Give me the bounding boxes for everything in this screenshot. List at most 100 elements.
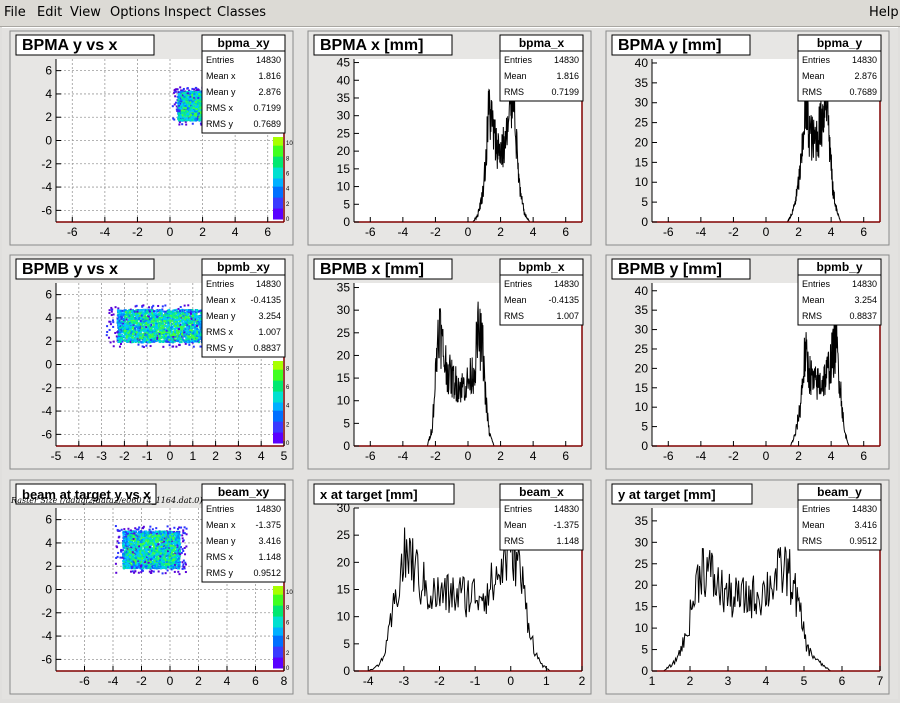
heatmap-cell — [140, 317, 142, 319]
heatmap-cell — [128, 317, 130, 319]
y-tick-label: -4 — [41, 180, 52, 194]
x-tick-label: -6 — [365, 225, 376, 239]
heatmap-cell — [142, 335, 144, 337]
x-tick-label: 6 — [860, 225, 867, 239]
y-tick-label: 15 — [635, 155, 649, 169]
heatmap-cell — [194, 331, 196, 333]
heatmap-cell — [198, 110, 200, 112]
heatmap-cell — [123, 318, 125, 320]
heatmap-cell — [124, 333, 126, 335]
menu-file[interactable]: File — [4, 5, 26, 20]
y-tick-label: 35 — [337, 91, 351, 105]
y-tick-label: 40 — [635, 56, 649, 70]
heatmap-cell — [156, 309, 158, 311]
x-tick-label: 4 — [232, 225, 239, 239]
heatmap-cell — [149, 329, 151, 331]
heatmap-cell — [122, 314, 124, 316]
x-tick-label: 2 — [497, 225, 504, 239]
heatmap-cell — [109, 309, 111, 311]
heatmap-cell — [174, 89, 176, 91]
heatmap-cell — [156, 316, 158, 318]
heatmap-cell — [179, 110, 181, 112]
heatmap-cell — [138, 312, 140, 314]
heatmap-cell — [159, 318, 161, 320]
menu-edit[interactable]: Edit — [37, 5, 62, 20]
heatmap-cell — [144, 320, 146, 322]
menu-help[interactable]: Help — [869, 5, 899, 20]
heatmap-cell — [108, 321, 110, 323]
z-palette-step — [273, 137, 283, 140]
heatmap-cell — [164, 304, 166, 306]
stats-key: RMS — [802, 87, 822, 97]
stats-value: 0.7199 — [253, 103, 281, 113]
heatmap-cell — [172, 313, 174, 315]
menu-options[interactable]: Options — [110, 5, 160, 20]
heatmap-cell — [150, 345, 152, 347]
menu-classes[interactable]: Classes — [217, 5, 266, 20]
heatmap-cell — [121, 317, 123, 319]
heatmap-cell — [180, 108, 182, 110]
heatmap-cell — [168, 334, 170, 336]
heatmap-cell — [144, 311, 146, 313]
heatmap-cell — [199, 119, 201, 121]
heatmap-cell — [197, 97, 199, 99]
heatmap-cell — [178, 319, 180, 321]
heatmap-cell — [187, 115, 189, 117]
heatmap-cell — [129, 341, 131, 343]
menu-view[interactable]: View — [70, 5, 101, 20]
heatmap-cell — [140, 309, 142, 311]
heatmap-cell — [193, 346, 195, 348]
heatmap-cell — [193, 116, 195, 118]
heatmap-cell — [192, 336, 194, 338]
y-tick-label: 25 — [635, 116, 649, 130]
heatmap-cell — [140, 324, 142, 326]
heatmap-cell — [183, 107, 185, 109]
heatmap-cell — [108, 312, 110, 314]
heatmap-cell — [196, 94, 198, 96]
heatmap-cell — [156, 327, 158, 329]
heatmap-cell — [161, 332, 163, 334]
heatmap-cell — [126, 327, 128, 329]
heatmap-cell — [190, 318, 192, 320]
heatmap-cell — [136, 305, 138, 307]
heatmap-cell — [164, 311, 166, 313]
heatmap-cell — [139, 337, 141, 339]
heatmap-cell — [172, 105, 174, 107]
heatmap-cell — [132, 333, 134, 335]
heatmap-cell — [137, 336, 139, 338]
heatmap-cell — [149, 334, 151, 336]
heatmap-cell — [191, 96, 193, 98]
heatmap-cell — [110, 341, 112, 343]
heatmap-cell — [172, 336, 174, 338]
heatmap-cell — [127, 323, 129, 325]
heatmap-cell — [144, 317, 146, 319]
heatmap-cell — [177, 333, 179, 335]
heatmap-cell — [148, 315, 150, 317]
heatmap-cell — [154, 316, 156, 318]
stats-key: Mean — [504, 71, 527, 81]
heatmap-cell — [195, 101, 197, 103]
heatmap-cell — [189, 93, 191, 95]
menu-inspect[interactable]: Inspect — [164, 5, 211, 20]
heatmap-cell — [192, 113, 194, 115]
heatmap-cell — [178, 331, 180, 333]
heatmap-cell — [151, 312, 153, 314]
heatmap-cell — [110, 323, 112, 325]
heatmap-cell — [193, 318, 195, 320]
heatmap-cell — [189, 118, 191, 120]
heatmap-cell — [197, 89, 199, 91]
heatmap-cell — [180, 315, 182, 317]
heatmap-cell — [137, 344, 139, 346]
heatmap-cell — [119, 327, 121, 329]
heatmap-cell — [195, 118, 197, 120]
heatmap-cell — [193, 88, 195, 90]
heatmap-cell — [127, 312, 129, 314]
heatmap-cell — [137, 314, 139, 316]
heatmap-cell — [189, 315, 191, 317]
heatmap-cell — [179, 341, 181, 343]
heatmap-cell — [192, 332, 194, 334]
heatmap-cell — [156, 324, 158, 326]
heatmap-cell — [117, 338, 119, 340]
heatmap-cell — [112, 326, 114, 328]
